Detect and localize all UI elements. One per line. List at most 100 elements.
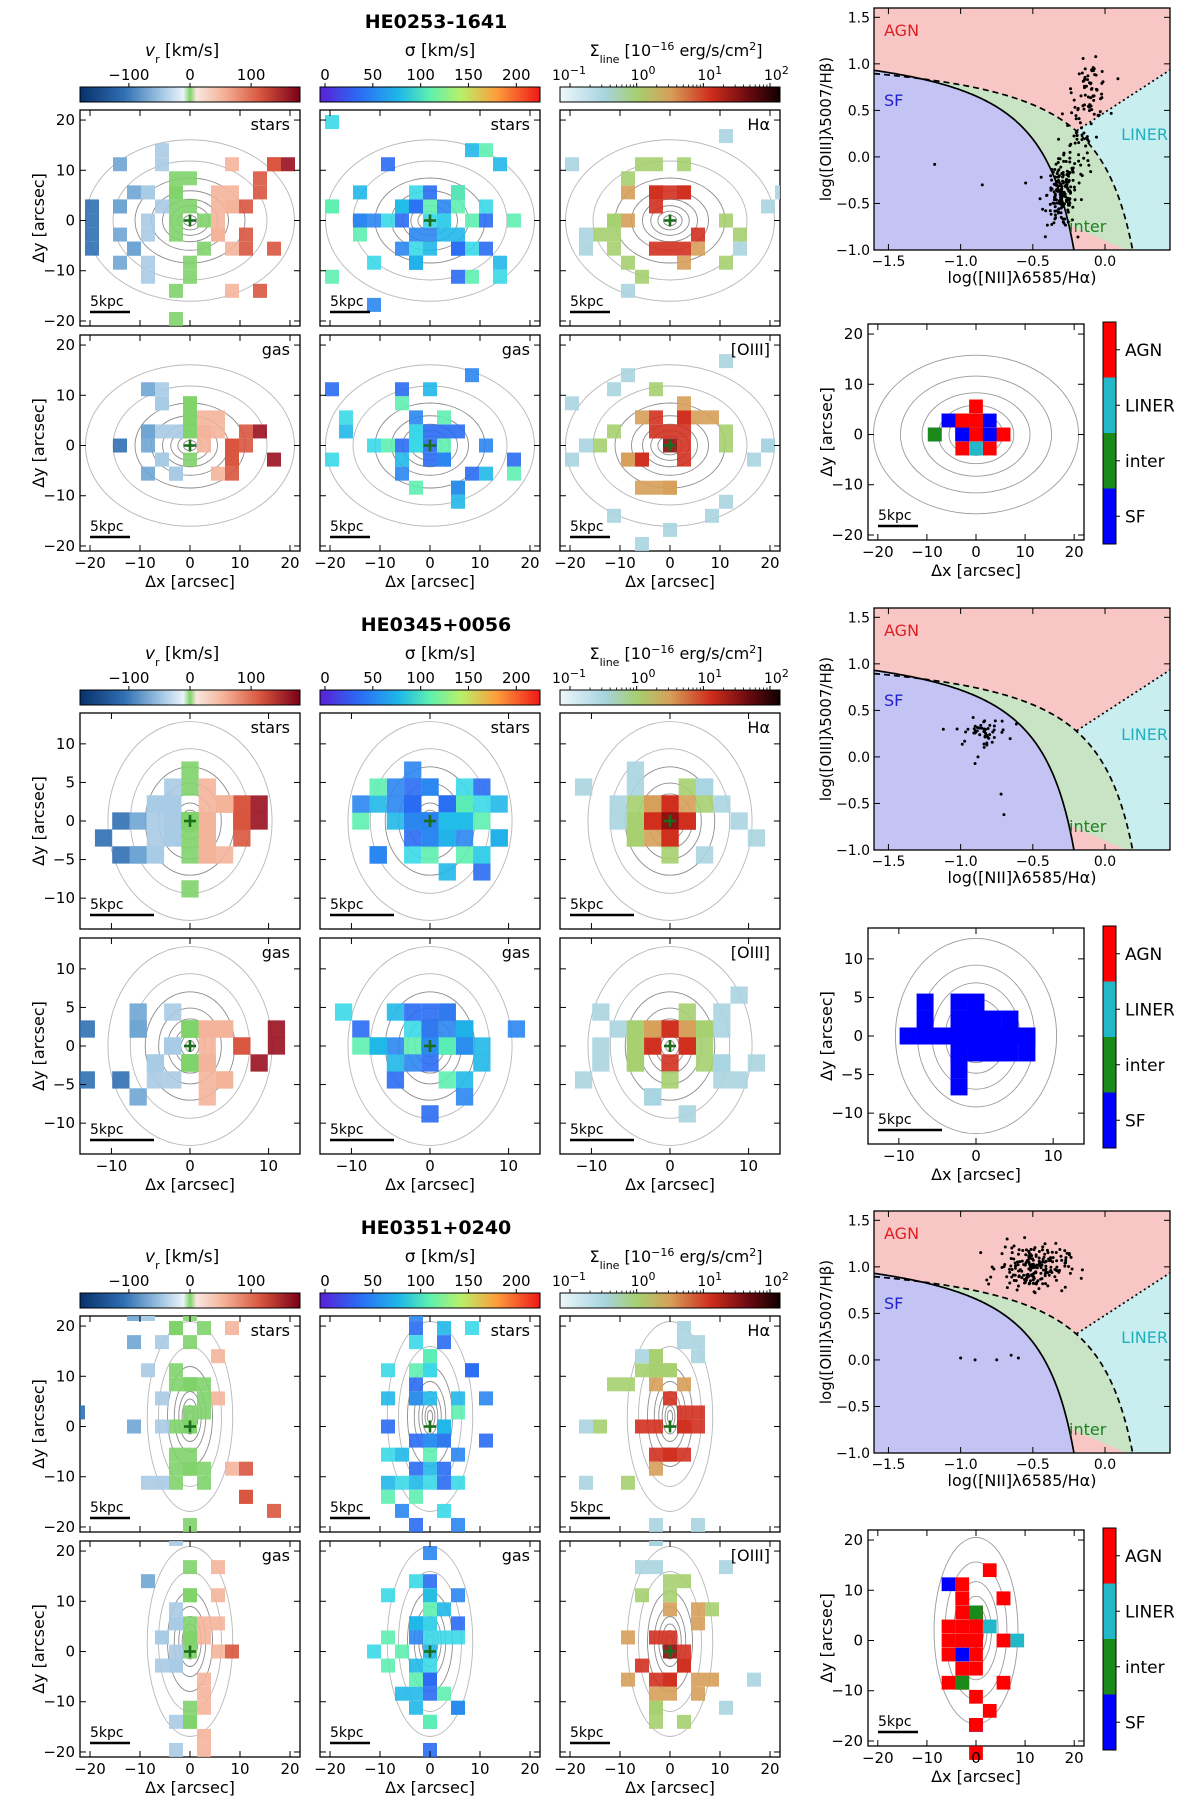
region-label-inter: inter (1069, 217, 1107, 236)
bpt-point (1063, 217, 1067, 221)
colorbar-title: vr [km/s] (145, 644, 219, 669)
map-pixel (663, 185, 677, 200)
map-pixel (225, 1461, 239, 1476)
bpt-point (1029, 1279, 1033, 1283)
label-part: v (145, 1247, 156, 1267)
x-axis-label: Δx [arcsec] (625, 572, 715, 591)
map-pixel (183, 1714, 197, 1729)
map-pixel (677, 1574, 691, 1589)
map-pixel (155, 1630, 169, 1645)
bpt-point (1072, 98, 1076, 102)
colorbar-sigma (319, 1292, 541, 1309)
bpt-point (1018, 1260, 1022, 1264)
map-pixel (677, 185, 691, 200)
class-pixel (955, 1591, 970, 1606)
map-pixel (437, 1686, 451, 1701)
scale-bar-label: 5kpc (878, 508, 912, 524)
x-tick-label: −10 (911, 543, 943, 561)
bpt-point (1056, 161, 1060, 165)
region-label-liner: LINER (1121, 1328, 1168, 1347)
map-pixel (395, 1475, 409, 1490)
bpt-point (1043, 235, 1047, 239)
region-label-sf: SF (884, 91, 903, 110)
bpt-point (1038, 197, 1042, 201)
bpt-point (1008, 1270, 1012, 1274)
map-pixel (183, 1461, 197, 1476)
class-pixel (955, 413, 970, 428)
map-pixel (437, 213, 451, 228)
bpt-point (1055, 189, 1059, 193)
contour-line (347, 946, 513, 1146)
bpt-point (1045, 223, 1049, 227)
map-pixel (169, 1757, 183, 1771)
map-pixel (423, 1658, 437, 1673)
bpt-point (1069, 87, 1073, 91)
bpt-point (1030, 1254, 1034, 1258)
map-pixel (607, 213, 621, 228)
bpt-point (1010, 1251, 1014, 1255)
class-pixel (899, 1027, 917, 1045)
bpt-point (1025, 1273, 1029, 1277)
map-pixel (455, 778, 474, 796)
map-pixel (423, 1475, 437, 1490)
class-pixel (941, 1633, 956, 1648)
class-colorbar-segment (1103, 433, 1116, 489)
bpt-point (973, 761, 977, 765)
colorbar-tick-label: 150 (454, 1272, 483, 1290)
map-pixel (197, 1728, 211, 1743)
map-pixel (677, 438, 691, 453)
bpt-point (1096, 113, 1100, 117)
map-pixel (438, 1003, 456, 1021)
map-pixel (225, 1644, 239, 1659)
bpt-point (1005, 1275, 1009, 1279)
x-tick-label: 20 (1065, 1749, 1084, 1767)
label-part: ] (756, 644, 762, 663)
bpt-point (1077, 181, 1081, 185)
map-pixel (437, 199, 451, 214)
map-pixel (621, 185, 635, 200)
map-pixel (94, 829, 113, 847)
bpt-point (1028, 1265, 1032, 1269)
map-pixel (451, 1630, 465, 1645)
bpt-point (1090, 108, 1094, 112)
bpt-point (1053, 175, 1057, 179)
scale-bar-label: 5kpc (330, 519, 364, 535)
map-pixel (661, 829, 679, 847)
map-pixel (127, 1335, 141, 1350)
colorbar-sigma (319, 689, 541, 706)
bpt-point (1082, 131, 1086, 135)
map-pixel (451, 1475, 465, 1490)
map-pixel (479, 1391, 493, 1406)
map-pixel (57, 228, 71, 242)
map-pixel (141, 382, 155, 397)
map-pixel (197, 1630, 211, 1645)
map-panel: Hα 5kpc (559, 1315, 781, 1533)
map-pixel (404, 778, 422, 796)
y-tick-label: −0.5 (836, 196, 870, 212)
class-pixel (969, 399, 983, 414)
panel-content (80, 1316, 281, 1532)
x-tick-label: 10 (710, 1760, 729, 1778)
x-tick-label: −10 (576, 1157, 608, 1175)
map-pixel (211, 410, 225, 425)
bpt-point (1049, 212, 1053, 216)
panel-label: gas (262, 340, 290, 359)
map-pixel (225, 185, 239, 200)
class-pixel (933, 1027, 951, 1045)
map-pixel (730, 1071, 748, 1089)
map-pixel (621, 452, 635, 467)
colorbar-title: vr [km/s] (145, 1247, 219, 1272)
bpt-point (1043, 1260, 1047, 1264)
bpt-point (1059, 198, 1063, 202)
label-part: erg/s/cm (674, 644, 749, 663)
map-pixel (423, 1602, 437, 1617)
colorbar-tick-label: 200 (502, 669, 531, 687)
map-panel: −20 −10 0 10 20 [OIII] 5kpc Δx [arcsec] (554, 1540, 781, 1797)
bpt-point (1074, 131, 1078, 135)
map-pixel (381, 1630, 395, 1645)
bpt-point (1080, 138, 1084, 142)
map-pixel (455, 812, 474, 830)
map-pixel (626, 1037, 645, 1055)
colorbar-tick-label: 150 (454, 66, 483, 84)
